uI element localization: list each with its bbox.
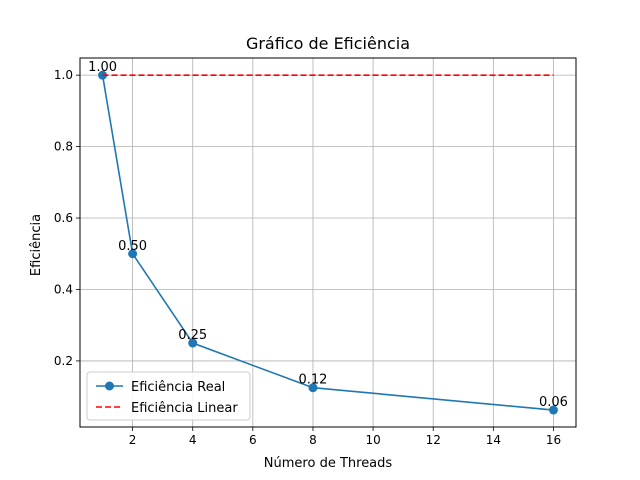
data-label: 0.12 xyxy=(298,373,327,388)
chart-title: Gráfico de Eficiência xyxy=(246,34,410,53)
x-tick-label: 4 xyxy=(189,433,197,447)
y-axis-label: Eficiência xyxy=(29,214,44,276)
legend-entry-label: Eficiência Real xyxy=(131,380,225,395)
data-point-marker xyxy=(308,383,318,393)
y-tick-label: 0.6 xyxy=(54,211,73,225)
legend-entry-label: Eficiência Linear xyxy=(131,401,238,416)
y-tick-label: 1.0 xyxy=(54,68,73,82)
series-layer xyxy=(98,70,558,415)
ticks: 2 4 6 8 10 12 14 16 0.2 0.4 0.6 0.8 1.0 xyxy=(54,68,561,447)
legend-box xyxy=(86,371,251,421)
axes-frame xyxy=(79,57,577,428)
y-tick-label: 0.2 xyxy=(54,354,73,368)
x-tick-label: 16 xyxy=(546,433,561,447)
data-label: 1.00 xyxy=(88,60,117,75)
x-tick-label: 8 xyxy=(309,433,317,447)
x-tick-label: 10 xyxy=(365,433,380,447)
x-tick-label: 2 xyxy=(129,433,137,447)
y-tick-label: 0.4 xyxy=(54,282,73,296)
x-tick-label: 6 xyxy=(249,433,257,447)
x-tick-label: 12 xyxy=(426,433,441,447)
y-tick-label: 0.8 xyxy=(54,140,73,154)
x-axis-label: Número de Threads xyxy=(264,456,393,471)
data-point-marker xyxy=(128,249,138,259)
legend: Eficiência Real Eficiência Linear xyxy=(86,371,251,421)
data-label: 0.06 xyxy=(539,395,568,410)
x-tick-label: 14 xyxy=(486,433,501,447)
grid xyxy=(80,58,576,427)
data-point-marker xyxy=(188,338,198,348)
legend-swatch-marker xyxy=(105,381,114,391)
data-labels: 1.00 0.50 0.25 0.12 0.06 xyxy=(88,60,568,410)
data-label: 0.50 xyxy=(118,239,147,254)
data-point-marker xyxy=(548,405,558,415)
data-label: 0.25 xyxy=(178,328,207,343)
